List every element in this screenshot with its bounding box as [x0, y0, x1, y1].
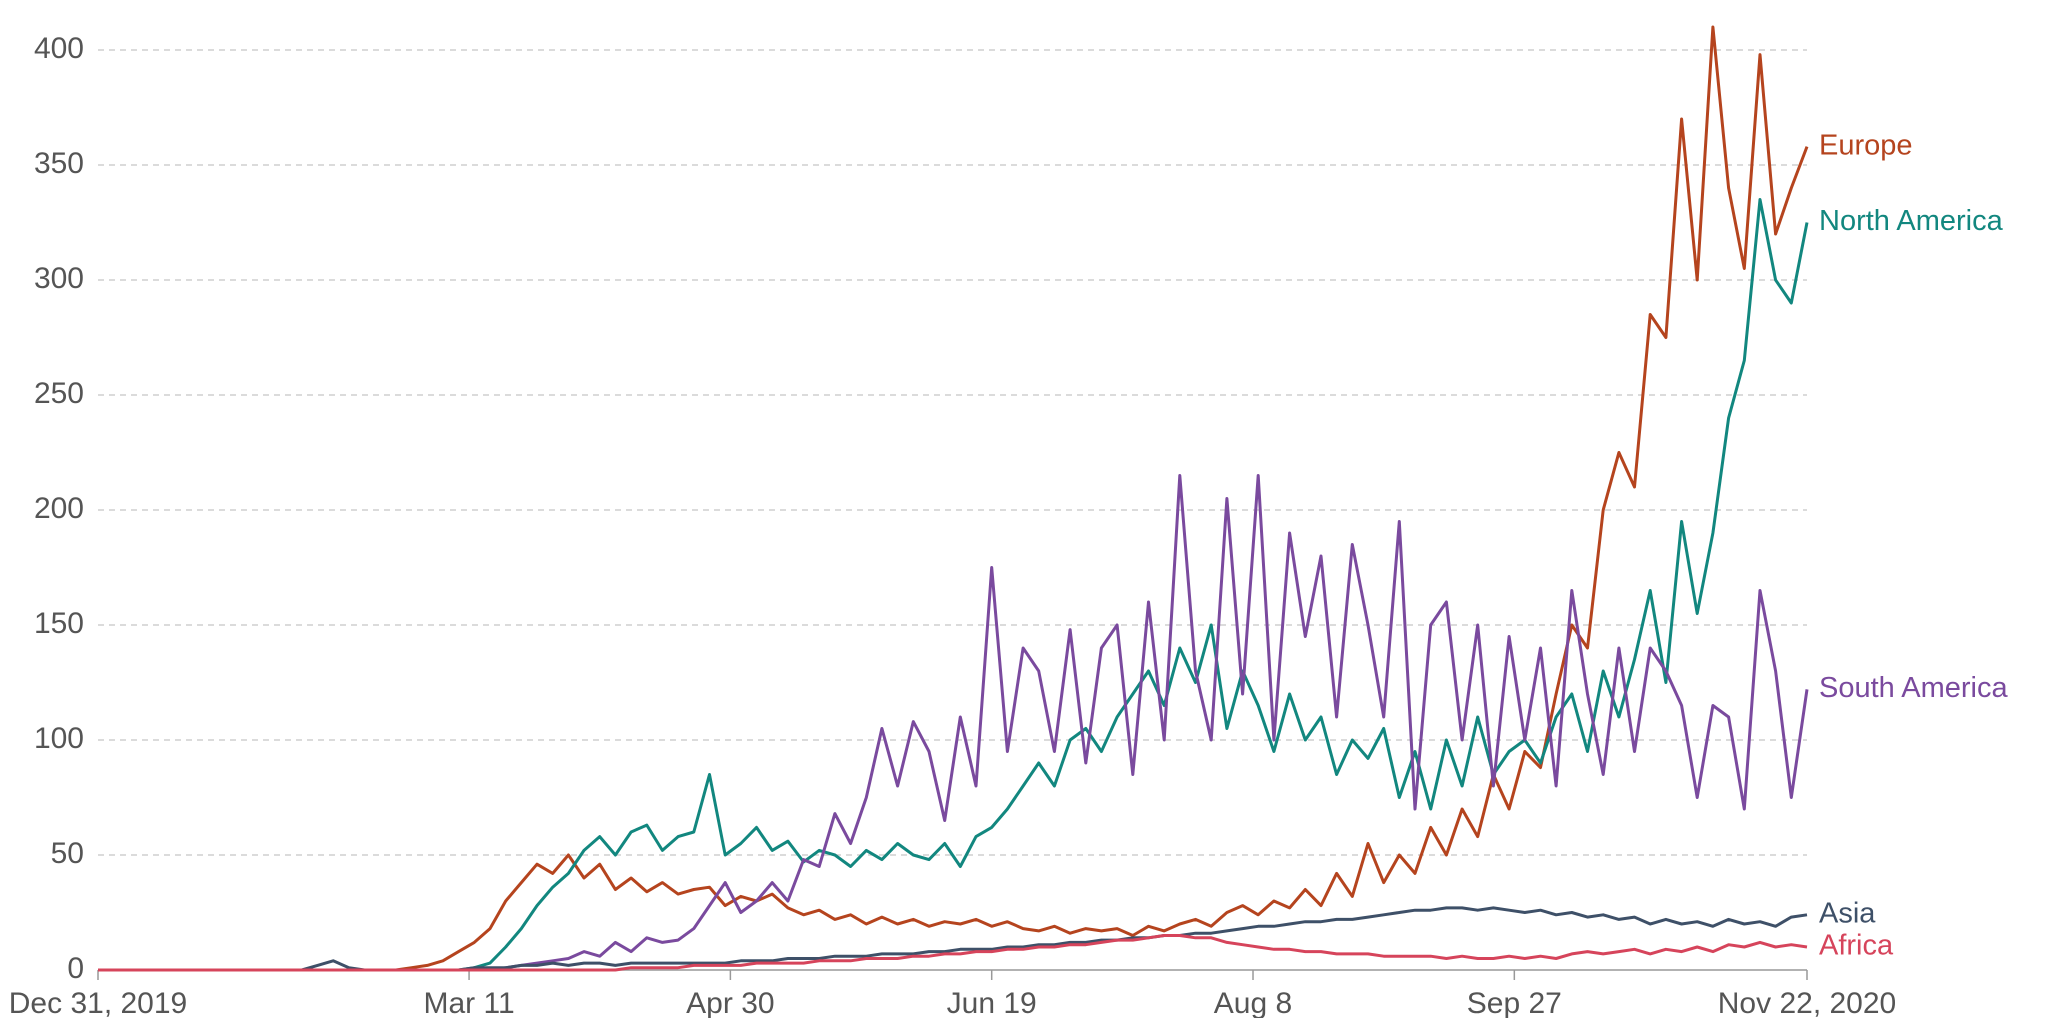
y-tick-label: 350 [34, 147, 84, 180]
y-tick-label: 200 [34, 492, 84, 525]
x-tick-label: Apr 30 [686, 987, 774, 1018]
series-label: Europe [1819, 129, 1913, 161]
series-label: North America [1819, 205, 2004, 237]
series-line [98, 25, 1809, 972]
x-tick-label: Aug 8 [1214, 987, 1292, 1018]
y-tick-label: 300 [34, 262, 84, 295]
series-label: South America [1819, 672, 2008, 704]
y-tick-label: 150 [34, 607, 84, 640]
series-line [98, 934, 1808, 972]
y-tick-label: 0 [67, 952, 84, 985]
x-tick-label: Sep 27 [1467, 987, 1562, 1018]
y-tick-label: 100 [34, 722, 84, 755]
x-tick-label: Mar 11 [423, 987, 514, 1018]
series-line [98, 906, 1808, 972]
series-label: Asia [1819, 897, 1876, 929]
y-tick-label: 250 [34, 377, 84, 410]
x-tick-label: Dec 31, 2019 [9, 987, 187, 1018]
x-tick-label: Nov 22, 2020 [1718, 987, 1896, 1018]
y-tick-label: 400 [34, 32, 84, 65]
series-label: Africa [1819, 930, 1894, 962]
x-tick-label: Jun 19 [947, 987, 1037, 1018]
y-tick-label: 50 [51, 837, 84, 870]
